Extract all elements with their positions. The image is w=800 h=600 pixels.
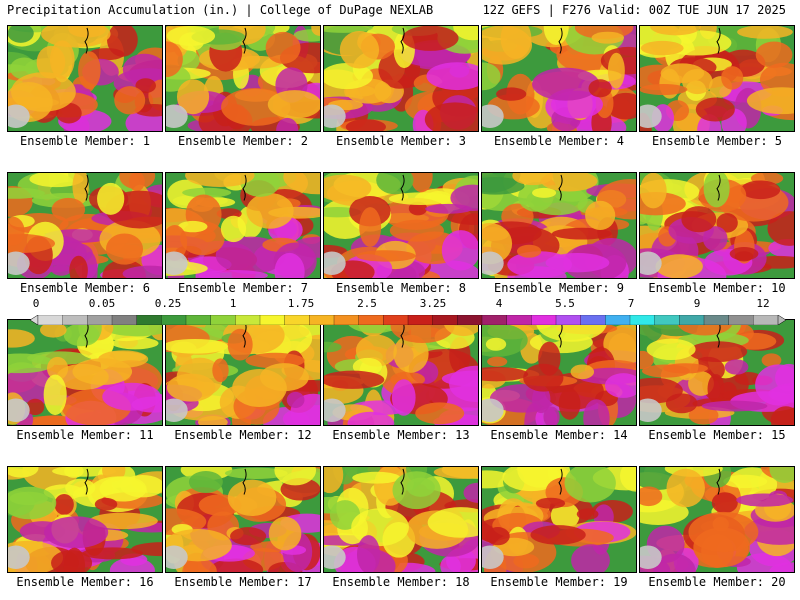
ensemble-member-caption: Ensemble Member: 14 bbox=[490, 428, 628, 442]
colorbar-tick-label: 1.75 bbox=[287, 297, 315, 310]
model-run-info: 12Z GEFS | F276 Valid: 00Z TUE JUN 17 20… bbox=[482, 3, 786, 17]
precipitation-colorbar bbox=[29, 310, 787, 326]
ensemble-member-map bbox=[323, 319, 479, 426]
colorbar-tick-label: 0.25 bbox=[154, 297, 182, 310]
ensemble-member-map bbox=[323, 172, 479, 279]
colorbar-tick-label: 3.25 bbox=[419, 297, 447, 310]
ensemble-member-caption: Ensemble Member: 1 bbox=[19, 134, 151, 148]
ensemble-member-map bbox=[165, 172, 321, 279]
colorbar-tick-label: 7 bbox=[627, 297, 635, 310]
colorbar-tick-label: 5.5 bbox=[555, 297, 575, 310]
ensemble-member-map bbox=[7, 319, 163, 426]
colorbar-tick-label: 1 bbox=[229, 297, 237, 310]
ensemble-member-caption: Ensemble Member: 12 bbox=[174, 428, 312, 442]
colorbar-tick-label: 12 bbox=[756, 297, 770, 310]
ensemble-member-map bbox=[481, 172, 637, 279]
ensemble-member-map bbox=[639, 172, 795, 279]
ensemble-member-caption: Ensemble Member: 8 bbox=[335, 281, 467, 295]
ensemble-member-caption: Ensemble Member: 11 bbox=[16, 428, 154, 442]
ensemble-member-map bbox=[639, 466, 795, 573]
ensemble-member-caption: Ensemble Member: 5 bbox=[651, 134, 783, 148]
ensemble-member-map bbox=[7, 172, 163, 279]
colorbar-tick-label: 0 bbox=[32, 297, 40, 310]
ensemble-member-caption: Ensemble Member: 20 bbox=[648, 575, 786, 589]
ensemble-member-caption: Ensemble Member: 13 bbox=[332, 428, 470, 442]
ensemble-member-map bbox=[323, 25, 479, 132]
colorbar-tick-label: 4 bbox=[495, 297, 503, 310]
ensemble-member-caption: Ensemble Member: 3 bbox=[335, 134, 467, 148]
ensemble-member-caption: Ensemble Member: 10 bbox=[648, 281, 786, 295]
ensemble-member-map bbox=[481, 319, 637, 426]
ensemble-member-map bbox=[639, 25, 795, 132]
colorbar-tick-label: 0.05 bbox=[88, 297, 116, 310]
ensemble-member-caption: Ensemble Member: 7 bbox=[177, 281, 309, 295]
ensemble-member-map bbox=[481, 25, 637, 132]
ensemble-member-map bbox=[481, 466, 637, 573]
ensemble-member-caption: Ensemble Member: 2 bbox=[177, 134, 309, 148]
ensemble-member-map bbox=[7, 25, 163, 132]
ensemble-member-caption: Ensemble Member: 6 bbox=[19, 281, 151, 295]
colorbar-tick-label: 9 bbox=[693, 297, 701, 310]
colorbar-tick-label: 2.5 bbox=[357, 297, 377, 310]
ensemble-member-caption: Ensemble Member: 18 bbox=[332, 575, 470, 589]
ensemble-member-map bbox=[323, 466, 479, 573]
ensemble-member-map bbox=[639, 319, 795, 426]
ensemble-member-caption: Ensemble Member: 15 bbox=[648, 428, 786, 442]
ensemble-member-map bbox=[165, 25, 321, 132]
ensemble-member-caption: Ensemble Member: 17 bbox=[174, 575, 312, 589]
ensemble-member-caption: Ensemble Member: 16 bbox=[16, 575, 154, 589]
ensemble-member-map bbox=[165, 319, 321, 426]
ensemble-member-caption: Ensemble Member: 19 bbox=[490, 575, 628, 589]
ensemble-member-caption: Ensemble Member: 9 bbox=[493, 281, 625, 295]
ensemble-member-map bbox=[7, 466, 163, 573]
ensemble-member-map bbox=[165, 466, 321, 573]
ensemble-member-caption: Ensemble Member: 4 bbox=[493, 134, 625, 148]
map-title: Precipitation Accumulation (in.) | Colle… bbox=[7, 3, 434, 17]
